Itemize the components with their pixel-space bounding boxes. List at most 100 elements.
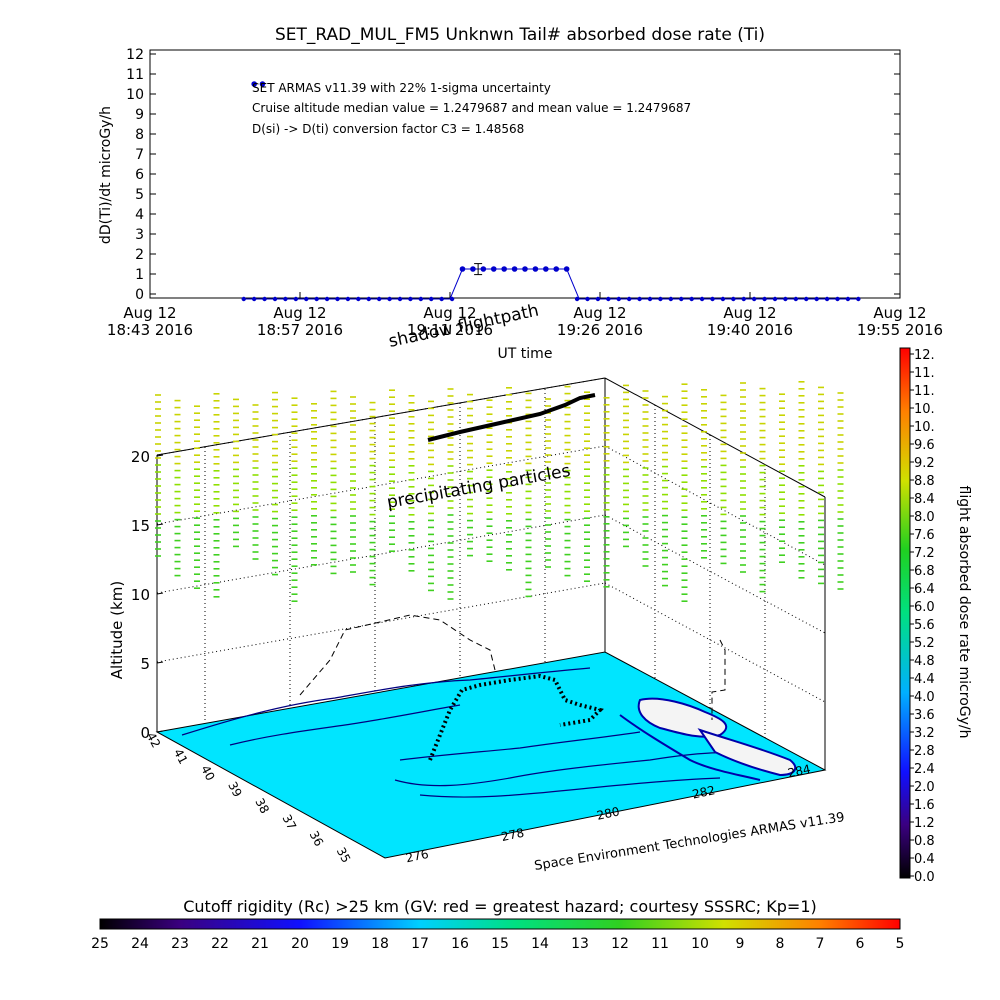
longitude-tick-label: 278 [500, 826, 525, 844]
baseline-point [845, 296, 851, 302]
right-tick-label: 5.2 [914, 636, 935, 651]
bottom-tick-label: 6 [856, 936, 865, 952]
right-tick-label: 9.2 [914, 456, 935, 471]
longitude-tick-label: 282 [691, 783, 716, 801]
data-point [259, 81, 266, 87]
bottom-colorbar [99, 918, 901, 930]
data-point [501, 266, 507, 272]
right-tick-label: 10. [914, 402, 935, 417]
y-tick-label: 6 [135, 167, 144, 183]
right-tick-label: 0.0 [914, 870, 935, 885]
right-colorbar-ticks: 12. 11. 11. 10. 10. 9.6 9.2 8.8 8.4 8.0 7.6 7.2 6.8 6… [910, 348, 935, 885]
baseline-point [429, 296, 434, 302]
data-point [563, 266, 570, 272]
latitude-tick-label: 40 [198, 763, 218, 783]
bottom-tick-label: 23 [171, 936, 189, 952]
baseline-point [814, 296, 819, 302]
baseline-point [762, 296, 767, 302]
altitude-tick-label: 5 [140, 655, 150, 673]
top-chart-title: SET_RAD_MUL_FM5 Unknwn Tail# absorbed do… [275, 25, 765, 45]
y-tick-label: 2 [135, 247, 144, 263]
right-tick-label: 3.6 [914, 708, 935, 723]
bottom-tick-label: 17 [411, 936, 429, 952]
baseline-point [304, 296, 309, 302]
baseline-point [720, 296, 726, 302]
bottom-tick-label: 9 [736, 936, 745, 952]
right-tick-label: 3.2 [914, 726, 935, 741]
data-point [553, 266, 560, 272]
altitude-tick-mark [156, 592, 164, 595]
baseline-point [658, 296, 663, 302]
right-tick-label: 10. [914, 420, 935, 435]
baseline-point [574, 296, 580, 302]
longitude-tick-label: 280 [596, 804, 621, 822]
right-tick-label: 6.4 [914, 582, 935, 597]
bottom-colorbar-title: Cutoff rigidity (Rc) >25 km (GV: red = g… [183, 897, 817, 916]
data-point [470, 266, 476, 272]
y-tick-label: 9 [135, 107, 144, 123]
baseline-point [772, 296, 778, 302]
bottom-tick-label: 7 [816, 936, 825, 952]
x-tick-time: 19:55 2016 [857, 321, 943, 339]
right-tick-label: 12. [914, 348, 935, 363]
right-tick-label: 0.4 [914, 852, 935, 867]
right-tick-label: 11. [914, 366, 935, 381]
x-tick-date: Aug 12 [123, 304, 176, 322]
credit-label: Space Environment Technologies ARMAS v11… [533, 810, 845, 874]
annotation-line-1: SET ARMAS v11.39 with 22% 1-sigma uncert… [252, 81, 551, 95]
x-tick-time: 19:11 2016 [407, 321, 493, 339]
baseline-point [366, 296, 371, 302]
right-tick-label: 0.8 [914, 834, 935, 849]
baseline-point [626, 296, 632, 302]
bottom-tick-label: 10 [691, 936, 709, 952]
baseline-point [241, 296, 246, 302]
right-tick-label: 1.2 [914, 816, 935, 831]
data-point [490, 266, 497, 272]
altitude-tick-label: 20 [131, 448, 150, 466]
baseline-point [272, 296, 278, 302]
right-tick-label: 7.2 [914, 546, 935, 561]
x-tick-date: Aug 12 [273, 304, 326, 322]
right-tick-label: 2.0 [914, 780, 935, 795]
top-x-axis-label: UT time [498, 346, 553, 362]
altitude-tick-mark [156, 730, 164, 733]
latitude-tick-label: 41 [171, 747, 191, 767]
bottom-tick-label: 20 [291, 936, 309, 952]
baseline-point [293, 296, 299, 302]
perspective-box [156, 377, 826, 770]
baseline-point [835, 296, 840, 302]
bottom-tick-label: 25 [91, 936, 109, 952]
baseline-point [324, 296, 330, 302]
x-tick-date: Aug 12 [573, 304, 626, 322]
right-tick-label: 2.8 [914, 744, 935, 759]
y-tick-label: 8 [135, 127, 144, 143]
baseline-point [783, 296, 788, 302]
baseline-point [741, 296, 746, 302]
data-point [251, 81, 257, 87]
baseline-point [856, 296, 861, 302]
baseline-point [356, 296, 361, 302]
y-tick-label: 7 [135, 147, 144, 163]
bottom-tick-label: 8 [776, 936, 785, 952]
baseline-point [679, 296, 684, 302]
x-tick-date: Aug 12 [873, 304, 926, 322]
annotation-line-2: Cruise altitude median value = 1.2479687… [252, 101, 691, 115]
baseline-point [793, 296, 799, 302]
latitude-tick-label: 38 [252, 796, 272, 816]
right-tick-label: 6.0 [914, 600, 935, 615]
baseline-point [418, 296, 424, 302]
baseline-point [439, 296, 444, 302]
baseline-point [689, 296, 694, 302]
latitude-tick-label: 36 [307, 829, 327, 849]
bottom-tick-label: 16 [451, 936, 469, 952]
bottom-tick-label: 14 [531, 936, 549, 952]
data-point [532, 266, 539, 272]
right-tick-label: 9.6 [914, 438, 935, 453]
x-tick-date: Aug 12 [423, 304, 476, 322]
bottom-tick-label: 24 [131, 936, 149, 952]
longitude-ticks: 276 278 280 282 284 [405, 762, 812, 865]
baseline-point [387, 296, 392, 302]
x-tick-time: 18:57 2016 [257, 321, 343, 339]
y-tick-label: 10 [126, 87, 144, 103]
